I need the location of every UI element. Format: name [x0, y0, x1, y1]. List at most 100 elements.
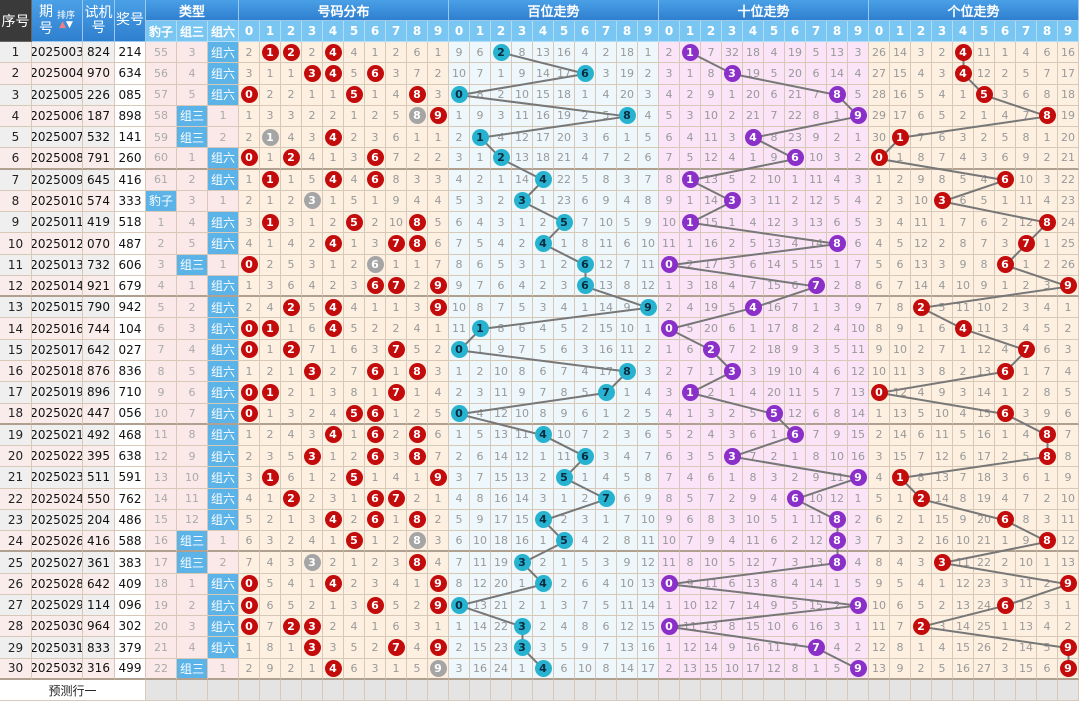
prediction-cell[interactable] — [806, 680, 827, 701]
hit-cell: 4 — [323, 573, 344, 595]
hit-ball: 6 — [366, 256, 384, 274]
prediction-cell[interactable] — [1058, 680, 1079, 701]
prediction-cell[interactable] — [323, 680, 344, 701]
omission-cell: 8 — [449, 573, 470, 595]
prediction-cell[interactable] — [281, 680, 302, 701]
prediction-cell[interactable] — [974, 680, 995, 701]
prediction-cell[interactable] — [596, 680, 617, 701]
omission-cell: 7 — [932, 148, 953, 170]
prediction-cell[interactable] — [177, 680, 208, 701]
prediction-cell[interactable] — [764, 680, 785, 701]
prediction-cell[interactable] — [1037, 680, 1058, 701]
prediction-cell[interactable] — [932, 680, 953, 701]
prediction-cell[interactable] — [239, 680, 260, 701]
hit-ball: 7 — [387, 383, 405, 401]
sort-button[interactable]: 排序 ▲▼ — [57, 11, 75, 30]
period-header[interactable]: 期号排序 ▲▼ — [32, 0, 83, 42]
type-omission-cell: 5 — [177, 361, 208, 383]
omission-cell: 9 — [806, 127, 827, 149]
omission-cell: 22 — [491, 616, 512, 638]
omission-cell: 2 — [1037, 148, 1058, 170]
omission-cell: 4 — [1016, 42, 1037, 64]
prediction-cell[interactable] — [575, 680, 596, 701]
hit-ball: 9 — [429, 298, 447, 316]
prediction-cell[interactable] — [617, 680, 638, 701]
omission-cell: 5 — [764, 509, 785, 532]
omission-cell: 10 — [974, 297, 995, 319]
omission-cell: 8 — [575, 616, 596, 638]
omission-cell: 3 — [281, 105, 302, 128]
prediction-cell[interactable] — [491, 680, 512, 701]
prediction-cell[interactable] — [146, 680, 177, 701]
prediction-cell[interactable] — [659, 680, 680, 701]
prediction-cell[interactable] — [449, 680, 470, 701]
row-index: 6 — [0, 148, 32, 170]
type-hit-cell: 组六 — [208, 467, 239, 489]
prediction-cell[interactable] — [533, 680, 554, 701]
omission-cell: 2 — [995, 212, 1016, 234]
hit-cell: 6 — [365, 424, 386, 447]
prediction-cell[interactable] — [1016, 680, 1037, 701]
prediction-cell[interactable] — [827, 680, 848, 701]
type-omission-cell: 1 — [208, 190, 239, 213]
hit-ball: 3 — [303, 64, 321, 82]
prediction-cell[interactable] — [890, 680, 911, 701]
omission-cell: 3 — [260, 275, 281, 298]
omission-cell: 10 — [596, 212, 617, 234]
omission-cell: 5 — [1016, 63, 1037, 85]
omission-cell: 5 — [281, 254, 302, 276]
hit-cell: 1 — [680, 169, 701, 191]
prediction-cell[interactable] — [869, 680, 890, 701]
prediction-cell[interactable] — [365, 680, 386, 701]
omission-cell: 3 — [911, 42, 932, 64]
omission-cell: 19 — [554, 105, 575, 128]
omission-cell: 9 — [680, 573, 701, 595]
prediction-cell[interactable] — [554, 680, 575, 701]
row-index: 3 — [0, 84, 32, 106]
draw-number-cell: 588 — [115, 531, 146, 553]
omission-cell: 5 — [344, 318, 365, 340]
type-omission-cell: 3 — [177, 616, 208, 638]
omission-cell: 2 — [701, 382, 722, 404]
prediction-cell[interactable] — [638, 680, 659, 701]
prediction-cell[interactable] — [743, 680, 764, 701]
prediction-cell[interactable] — [680, 680, 701, 701]
hit-cell: 6 — [995, 254, 1016, 276]
prediction-cell[interactable] — [344, 680, 365, 701]
prediction-cell[interactable] — [386, 680, 407, 701]
omission-cell: 3 — [428, 84, 449, 106]
omission-cell: 12 — [890, 382, 911, 404]
arrow-up-icon[interactable]: ▲ — [59, 19, 66, 30]
type-omission-cell: 5 — [146, 297, 177, 319]
omission-cell: 5 — [932, 658, 953, 680]
type-omission-cell: 2 — [177, 297, 208, 319]
prediction-cell[interactable] — [701, 680, 722, 701]
omission-cell: 7 — [911, 127, 932, 149]
omission-cell: 7 — [701, 488, 722, 510]
omission-cell: 6 — [638, 424, 659, 447]
omission-cell: 9 — [869, 573, 890, 595]
prediction-cell[interactable] — [911, 680, 932, 701]
prediction-cell[interactable] — [953, 680, 974, 701]
prediction-cell[interactable] — [302, 680, 323, 701]
arrow-down-icon[interactable]: ▼ — [65, 19, 73, 30]
type-omission-cell: 18 — [146, 573, 177, 595]
omission-cell: 4 — [785, 573, 806, 595]
period-cell: 2025010 — [32, 190, 83, 213]
omission-cell: 5 — [1016, 446, 1037, 468]
test-number-cell: 876 — [83, 361, 115, 383]
prediction-cell[interactable] — [470, 680, 491, 701]
prediction-cell[interactable] — [260, 680, 281, 701]
prediction-cell[interactable] — [722, 680, 743, 701]
prediction-cell[interactable] — [785, 680, 806, 701]
prediction-cell[interactable] — [407, 680, 428, 701]
omission-cell: 8 — [1016, 509, 1037, 532]
prediction-cell[interactable] — [208, 680, 239, 701]
prediction-cell[interactable] — [995, 680, 1016, 701]
row-index: 14 — [0, 318, 32, 340]
prediction-cell[interactable] — [848, 680, 869, 701]
prediction-cell[interactable] — [428, 680, 449, 701]
digit-header: 5 — [974, 21, 995, 42]
prediction-cell[interactable] — [512, 680, 533, 701]
test-number-header: 试机号 — [83, 0, 115, 42]
